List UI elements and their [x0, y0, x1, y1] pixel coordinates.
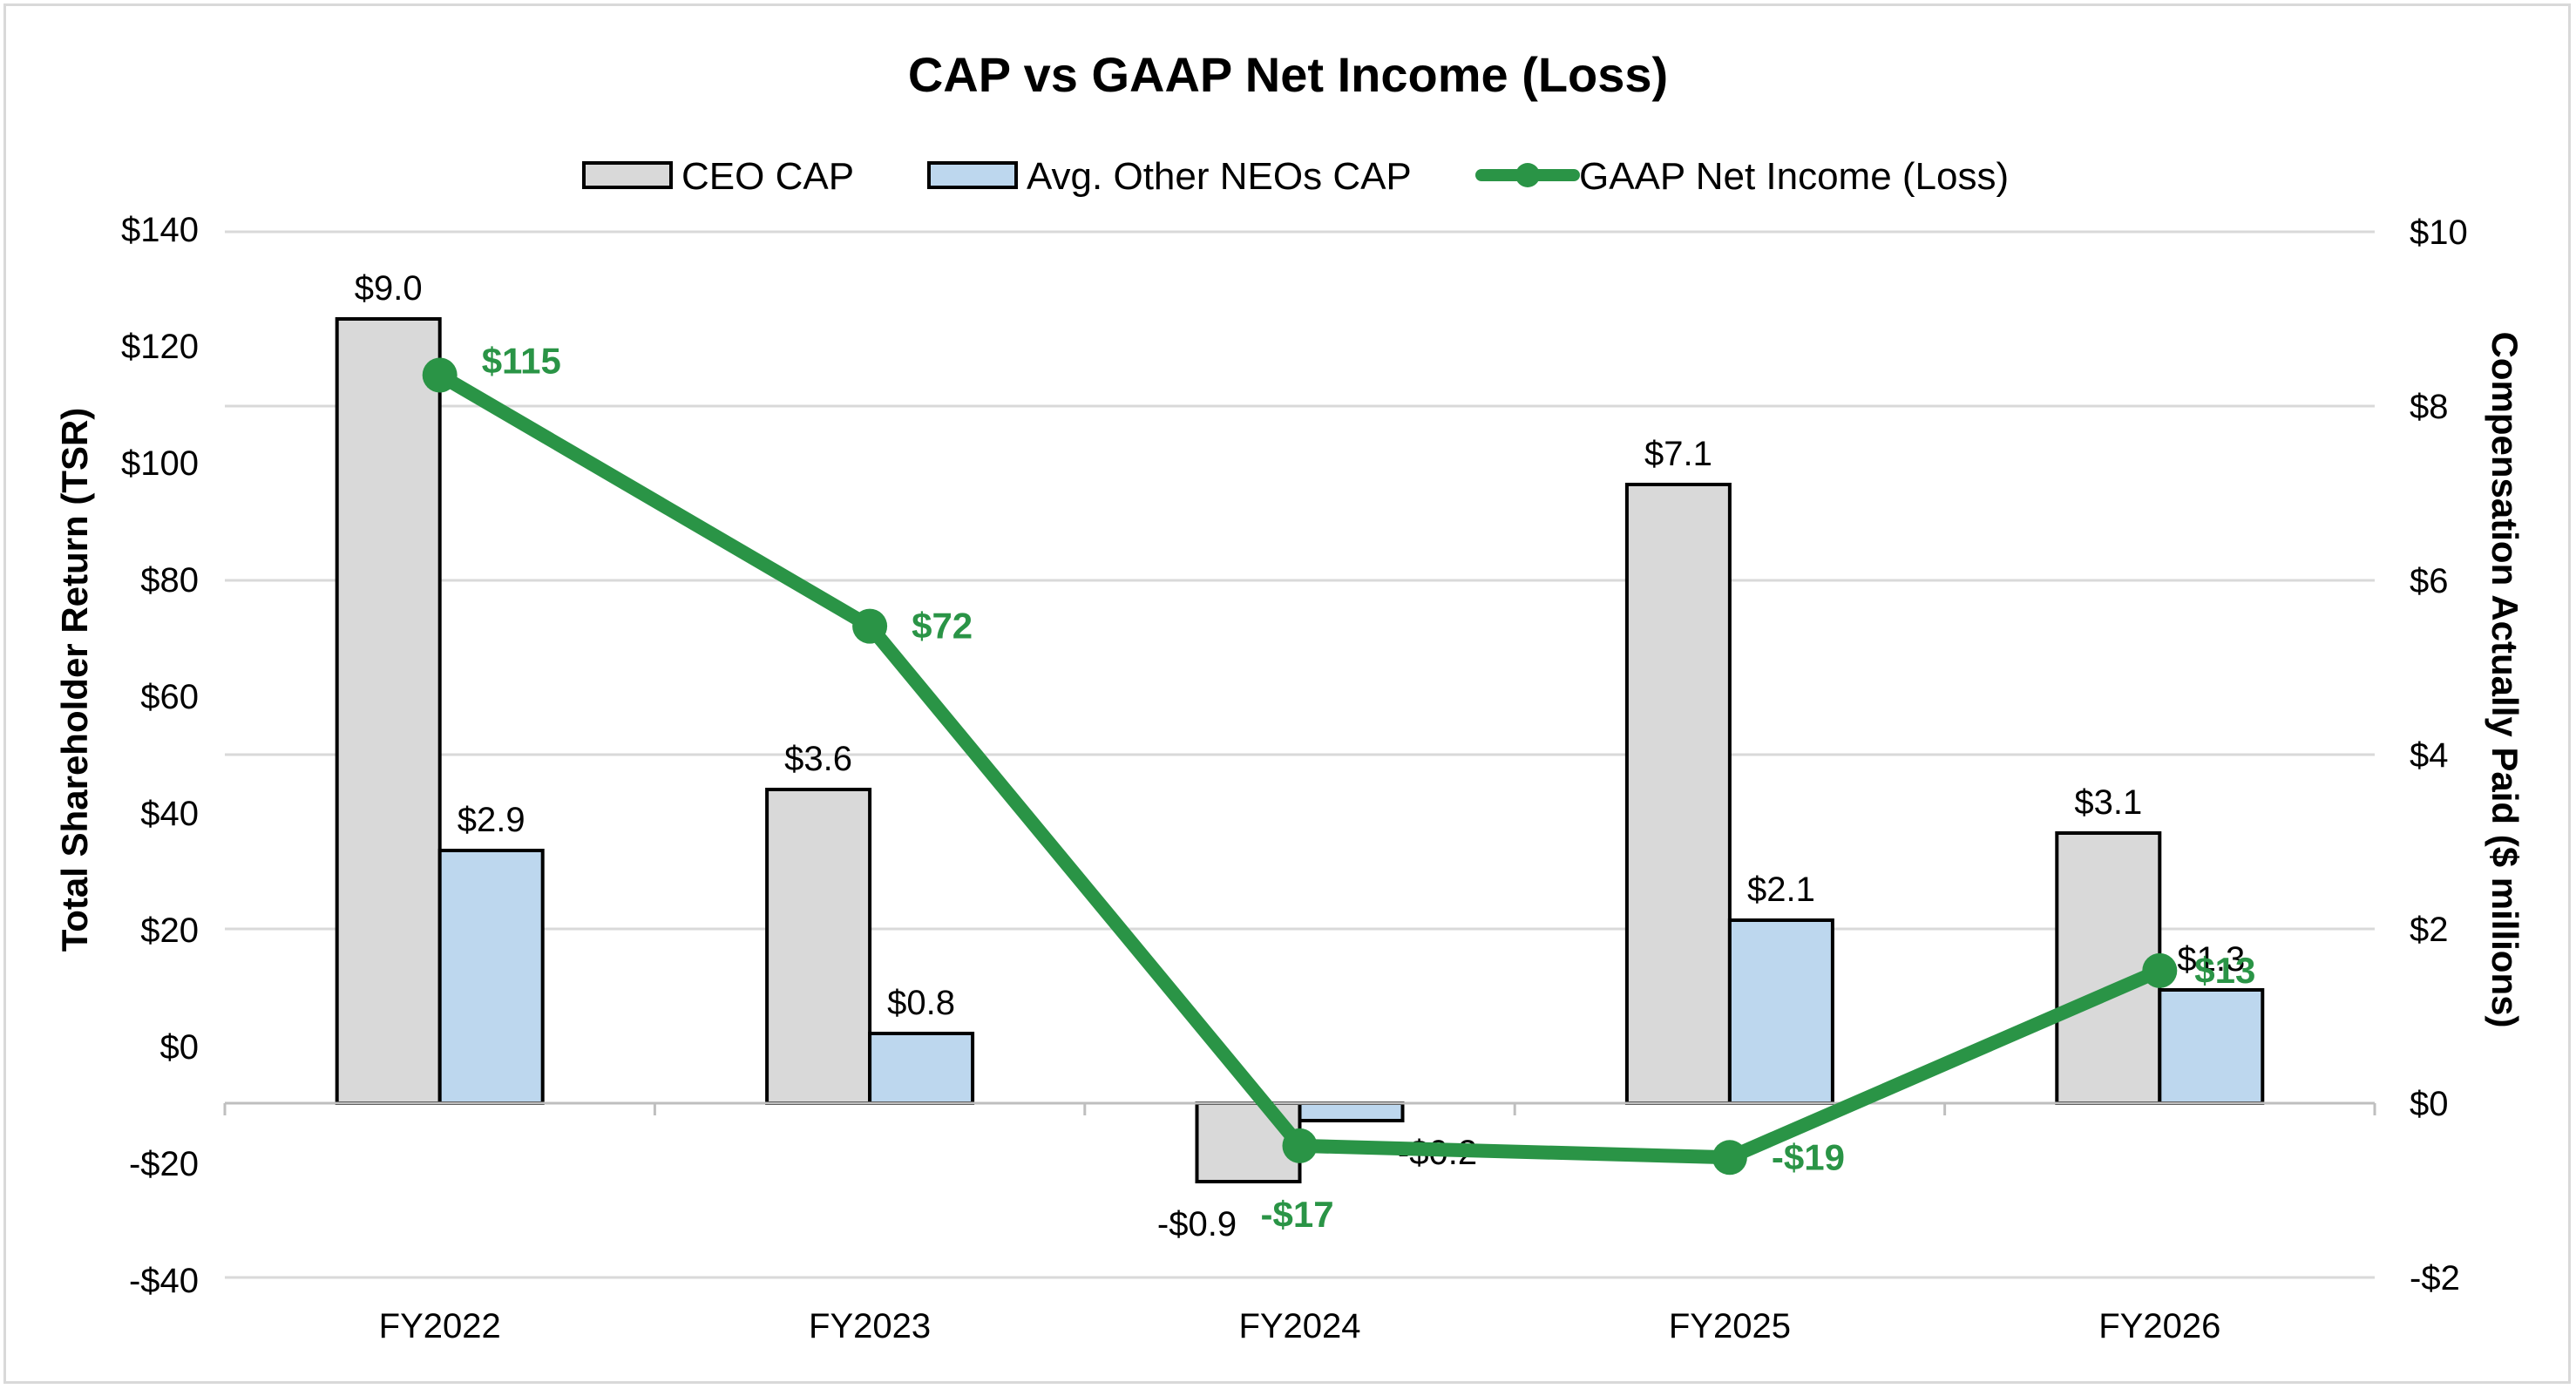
legend-swatch-ceo-cap	[582, 161, 673, 189]
legend-item-other-neos-cap: Avg. Other NEOs CAP	[927, 155, 1412, 198]
legend: CEO CAP Avg. Other NEOs CAP GAAP Net Inc…	[582, 155, 2009, 198]
gaap-net-income-label: $13	[2194, 950, 2255, 991]
line-series	[422, 357, 2178, 1176]
x-tick-label: FY2026	[2098, 1307, 2220, 1345]
bar-other-neos-cap	[1727, 918, 1834, 1105]
bar-other-neos-cap	[437, 849, 545, 1105]
gaap-net-income-line	[432, 368, 2167, 1165]
bar-data-label: $0.8	[887, 984, 955, 1022]
x-tick-label: FY2025	[1669, 1307, 1791, 1345]
bar-other-neos-cap	[1298, 1101, 1405, 1122]
left-tick-label: -$40	[129, 1262, 199, 1300]
gaap-net-income-point	[1712, 1140, 1747, 1176]
x-tick-label: FY2022	[379, 1307, 501, 1345]
gaap-net-income-label: $72	[912, 606, 973, 647]
bars	[335, 317, 2265, 1183]
bar-labels: $9.0$3.6-$0.9$7.1$3.1$2.9$0.8-$0.2$2.1$1…	[355, 269, 2245, 1243]
left-tick-label: $140	[121, 211, 199, 249]
left-tick-label: -$20	[129, 1145, 199, 1183]
left-tick-label: $0	[160, 1028, 200, 1067]
right-tick-label: $8	[2410, 388, 2449, 426]
baseline	[223, 1101, 2376, 1115]
chart-title: CAP vs GAAP Net Income (Loss)	[908, 47, 1668, 102]
right-axis-ticks: -$2 $0 $2 $4 $6 $8 $10	[2410, 213, 2468, 1298]
gridlines	[225, 230, 2375, 1279]
legend-item-gaap-net-income: GAAP Net Income (Loss)	[1475, 155, 2009, 198]
gaap-net-income-label: $115	[482, 341, 561, 382]
left-tick-label: $20	[140, 911, 199, 950]
bar-data-label: $2.9	[458, 801, 525, 839]
bar-data-label: $1.3	[2177, 940, 2245, 979]
bar-data-label: $9.0	[355, 269, 423, 308]
gaap-net-income-label: -$17	[1261, 1194, 1334, 1235]
bar-ceo-cap	[765, 788, 872, 1105]
legend-item-ceo-cap: CEO CAP	[582, 155, 854, 198]
legend-label-gaap-net-income: GAAP Net Income (Loss)	[1579, 155, 2009, 198]
gaap-net-income-point	[422, 357, 458, 393]
gaap-net-income-label: -$19	[1772, 1136, 1845, 1177]
legend-label-ceo-cap: CEO CAP	[681, 155, 854, 198]
gaap-net-income-point	[2142, 952, 2178, 988]
left-tick-label: $40	[140, 795, 199, 833]
bar-ceo-cap	[1624, 483, 1732, 1105]
right-tick-label: $10	[2410, 213, 2468, 252]
bar-data-label: -$0.9	[1157, 1205, 1237, 1243]
bar-data-label: $7.1	[1644, 435, 1712, 473]
bar-data-label: $3.6	[784, 740, 852, 778]
x-tick-label: FY2024	[1238, 1307, 1360, 1345]
left-tick-label: $60	[140, 678, 199, 716]
right-tick-label: -$2	[2410, 1259, 2460, 1298]
left-tick-label: $120	[121, 328, 199, 366]
left-tick-label: $80	[140, 561, 199, 600]
left-axis-ticks: -$40 -$20 $0 $20 $40 $60 $80 $100 $120 $140	[121, 211, 199, 1300]
bar-other-neos-cap	[2158, 988, 2265, 1105]
right-axis-title: Compensation Actually Paid ($ millions)	[2484, 332, 2525, 1028]
bar-data-label: $2.1	[1747, 871, 1815, 909]
right-tick-label: $0	[2410, 1085, 2449, 1123]
right-tick-label: $4	[2410, 736, 2449, 775]
gaap-net-income-point	[852, 608, 888, 644]
x-tick-label: FY2023	[809, 1307, 931, 1345]
x-axis-ticks: FY2022 FY2023 FY2024 FY2025 FY2026	[379, 1307, 2221, 1345]
line-labels: $115 $72 -$17 -$19 $13	[482, 341, 2256, 1235]
legend-marker-gaap-net-income	[1515, 163, 1540, 187]
bar-data-label: $3.1	[2074, 783, 2142, 822]
left-axis-title: Total Shareholder Return (TSR)	[54, 408, 95, 952]
legend-swatch-other-neos-cap	[927, 161, 1018, 189]
bar-ceo-cap	[1195, 1101, 1302, 1183]
bar-ceo-cap	[335, 317, 442, 1105]
right-tick-label: $2	[2410, 911, 2449, 949]
gaap-net-income-point	[1282, 1128, 1318, 1163]
legend-label-other-neos-cap: Avg. Other NEOs CAP	[1027, 155, 1412, 198]
bar-other-neos-cap	[868, 1032, 975, 1105]
right-tick-label: $6	[2410, 562, 2449, 600]
left-tick-label: $100	[121, 444, 199, 483]
